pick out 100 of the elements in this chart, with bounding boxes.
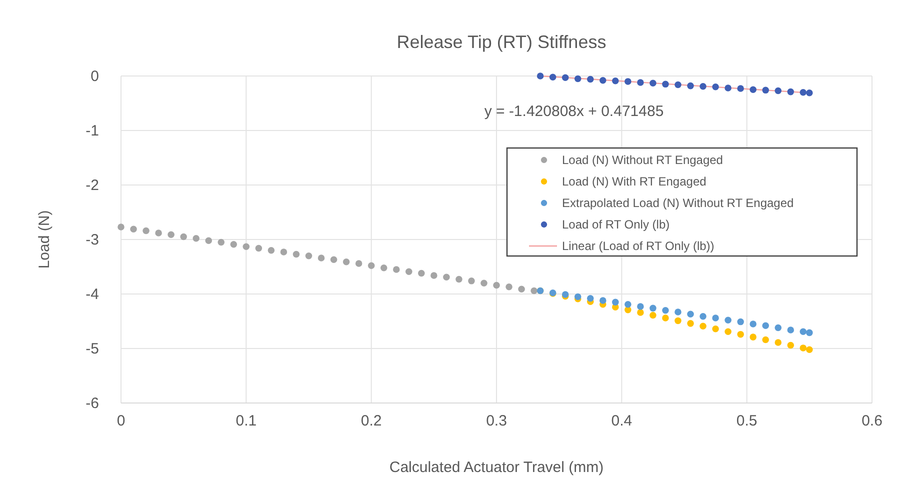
point [750,86,756,94]
point [674,317,682,324]
point [687,310,694,318]
x-tick-label: 0.1 [236,412,257,430]
point [130,226,137,233]
point [368,262,375,270]
point [430,272,438,279]
point [355,260,362,267]
point [687,82,694,90]
x-tick-label: 0.6 [862,412,882,430]
point [800,88,807,96]
point [700,312,706,320]
point [737,85,744,92]
point [700,322,706,330]
point [318,254,325,262]
point [380,264,388,272]
point [155,230,162,236]
point [255,244,262,252]
point [806,346,813,353]
point [787,88,794,96]
point [242,243,250,250]
chart-title: Release Tip (RT) Stiffness [396,32,606,52]
point [456,276,462,283]
point [180,233,187,240]
point [662,306,669,314]
point [443,274,450,280]
point [762,322,769,329]
point [750,334,756,340]
point [218,238,225,246]
point [586,294,594,302]
point [637,79,644,86]
point [600,76,606,84]
point [650,312,656,319]
point [737,318,744,326]
point [712,326,719,332]
point [530,287,538,294]
point [637,309,644,316]
x-axis-title: Calculated Actuator Travel (mm) [389,459,604,476]
point [650,304,656,312]
x-tick-label: 0.3 [486,412,507,430]
point [205,237,212,244]
point [662,80,669,88]
point [674,308,682,316]
point [342,258,350,266]
point [562,74,569,82]
point [392,266,400,273]
point [192,235,200,242]
y-tick-label: -2 [86,176,99,194]
x-tick-label: 0.5 [736,412,758,430]
y-tick-label: -5 [86,340,99,358]
point [230,241,238,248]
annotation: y = -1.420808x + 0.471485 [484,103,664,120]
point [118,224,124,230]
point [280,248,288,256]
point [724,316,732,324]
point [480,280,488,286]
point [724,328,732,335]
point [549,74,556,80]
point [330,256,338,264]
legend-label: Load of RT Only (lb) [562,218,670,232]
point [168,231,174,238]
point [574,293,582,300]
point [650,80,656,86]
point [762,86,769,94]
point [762,336,769,344]
legend-label: Linear (Load of RT Only (lb)) [562,239,714,253]
point [518,286,525,292]
x-tick-label: 0.2 [360,412,382,430]
point [406,268,412,276]
point [787,326,794,334]
point [574,75,582,82]
point [800,328,807,335]
point [612,298,619,306]
y-tick-label: 0 [90,68,99,85]
point [536,72,544,80]
point [586,76,594,83]
point [674,81,682,88]
point [637,303,644,310]
point [468,278,475,284]
y-tick-label: -6 [86,394,99,412]
y-tick-label: -4 [86,286,99,303]
point [612,78,619,84]
legend-label: Load (N) Without RT Engaged [562,153,723,167]
point [624,78,632,85]
point [506,284,512,290]
legend-label: Extrapolated Load (N) Without RT Engaged [562,196,794,210]
point [774,324,782,332]
point [774,339,782,346]
y-tick-label: -3 [86,231,99,248]
x-tick-label: 0.4 [611,412,632,430]
point [737,330,744,338]
y-axis-title: Load (N) [36,210,53,269]
point [662,314,669,322]
point [712,84,719,90]
point [712,314,719,322]
point [268,247,275,254]
point [800,344,807,352]
point [750,320,756,328]
point [493,282,500,289]
legend-label: Load (N) With RT Engaged [562,174,706,188]
